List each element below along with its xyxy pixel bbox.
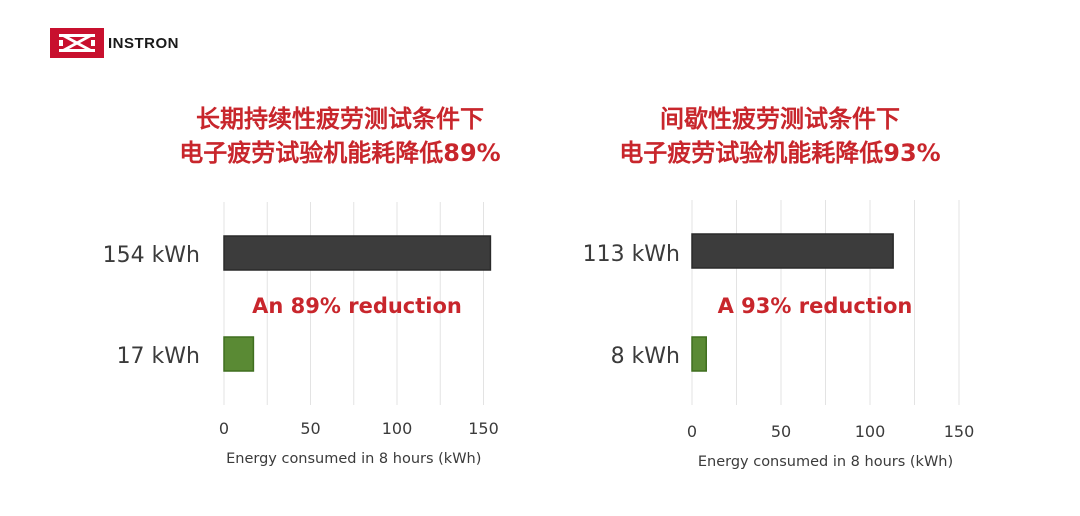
x-axis-title-right: Energy consumed in 8 hours (kWh) xyxy=(698,454,953,470)
x-tick-label-right: 50 xyxy=(771,422,791,441)
category-label-right-1: 113 kWh xyxy=(583,242,680,267)
x-tick-label-right: 100 xyxy=(855,422,886,441)
x-tick-label-right: 0 xyxy=(687,422,697,441)
chart-title-right: 间歇性疲劳测试条件下 电子疲劳试验机能耗降低93% xyxy=(560,102,1000,170)
chart-title-left-line-1: 长期持续性疲劳测试条件下 xyxy=(196,105,484,133)
x-tick-label-left: 100 xyxy=(382,419,413,438)
chart-title-right-line-2: 电子疲劳试验机能耗降低93% xyxy=(619,139,941,167)
x-tick-label-left: 150 xyxy=(468,419,499,438)
x-tick-label-right: 150 xyxy=(944,422,975,441)
x-tick-label-left: 50 xyxy=(300,419,320,438)
chart-title-left: 长期持续性疲劳测试条件下 电子疲劳试验机能耗降低89% xyxy=(125,102,555,170)
reduction-annotation-left: An 89% reduction xyxy=(252,294,462,318)
chart-title-right-line-1: 间歇性疲劳测试条件下 xyxy=(660,105,900,133)
bar-right-2 xyxy=(691,336,707,372)
logo-text: INSTRON xyxy=(108,34,179,52)
chart-title-left-line-2: 电子疲劳试验机能耗降低89% xyxy=(179,139,501,167)
bar-right-1 xyxy=(691,233,894,269)
category-label-left-1: 154 kWh xyxy=(103,243,200,268)
category-label-left-2: 17 kWh xyxy=(117,344,200,369)
bar-left-2 xyxy=(223,336,255,372)
bar-left-1 xyxy=(223,235,492,271)
category-label-right-2: 8 kWh xyxy=(611,344,680,369)
instron-logo-icon xyxy=(50,28,104,58)
instron-logo: INSTRON xyxy=(50,28,179,58)
x-axis-title-left: Energy consumed in 8 hours (kWh) xyxy=(226,451,481,467)
reduction-annotation-right: A 93% reduction xyxy=(718,294,913,318)
x-tick-label-left: 0 xyxy=(219,419,229,438)
